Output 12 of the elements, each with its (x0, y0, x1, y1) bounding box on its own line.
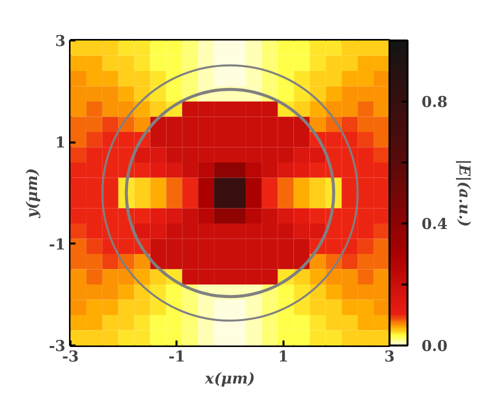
color-bar-label: 0.8 (422, 93, 448, 111)
x-axis-title: x(μm) (204, 370, 256, 388)
y-tick-label: -1 (48, 235, 66, 254)
x-tick-label: 1 (278, 348, 288, 366)
color-bar-label: 0.4 (422, 215, 448, 233)
x-tick-label: -1 (168, 348, 186, 366)
y-tick-label: 3 (55, 32, 66, 50)
color-bar-title: |E|(a.u.) (456, 159, 474, 227)
x-tick-label: 3 (384, 348, 395, 366)
y-axis-title: y(μm) (22, 168, 41, 219)
color-bar-label: 0.0 (422, 337, 448, 355)
y-tick-label: 1 (55, 134, 66, 152)
